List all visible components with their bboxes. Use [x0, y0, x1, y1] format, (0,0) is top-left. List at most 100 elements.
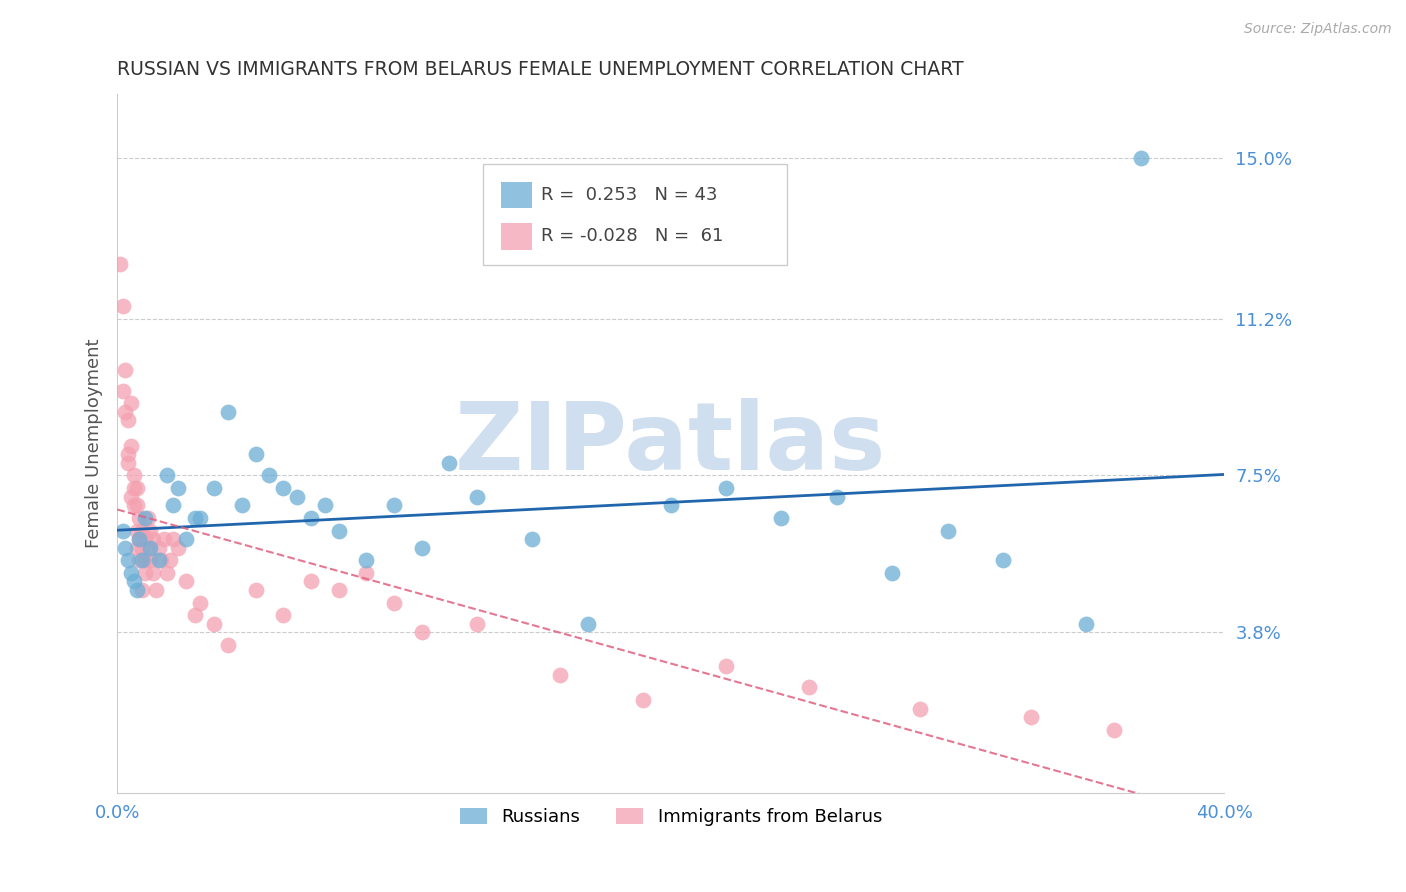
Point [125, 481, 148, 495]
Point [156, 566, 179, 580]
Point [131, 541, 153, 555]
Point [117, 456, 139, 470]
Point [991, 553, 1014, 567]
Bar [502, 182, 533, 208]
Point [162, 498, 184, 512]
Text: R = -0.028   N =  61: R = -0.028 N = 61 [541, 227, 724, 245]
Point [1019, 710, 1042, 724]
Point [576, 616, 599, 631]
Point [217, 638, 239, 652]
Point [382, 596, 405, 610]
Point [167, 541, 190, 555]
Point [411, 625, 433, 640]
Point [356, 566, 378, 580]
Point [285, 490, 308, 504]
Legend: Russians, Immigrants from Belarus: Russians, Immigrants from Belarus [453, 800, 889, 833]
Point [314, 498, 336, 512]
Point [202, 616, 225, 631]
Point [356, 553, 378, 567]
Point [631, 693, 654, 707]
Point [439, 456, 461, 470]
Point [465, 616, 488, 631]
Point [936, 524, 959, 538]
Point [111, 384, 134, 398]
FancyBboxPatch shape [482, 164, 787, 266]
Point [1074, 616, 1097, 631]
Point [134, 566, 156, 580]
Point [120, 490, 142, 504]
Point [714, 481, 737, 495]
Point [159, 553, 181, 567]
Point [120, 396, 142, 410]
Point [548, 667, 571, 681]
Point [162, 532, 184, 546]
Point [125, 582, 148, 597]
Point [125, 541, 148, 555]
Point [142, 566, 165, 580]
Point [128, 532, 150, 546]
Point [299, 511, 322, 525]
Point [148, 541, 170, 555]
Point [770, 511, 793, 525]
Point [122, 574, 145, 589]
Y-axis label: Female Unemployment: Female Unemployment [86, 339, 103, 549]
Point [1130, 151, 1153, 165]
Bar [502, 223, 533, 250]
Point [128, 553, 150, 567]
Point [139, 541, 162, 555]
Point [714, 659, 737, 673]
Point [202, 481, 225, 495]
Point [328, 524, 350, 538]
Point [139, 553, 162, 567]
Point [411, 541, 433, 555]
Point [114, 405, 136, 419]
Point [659, 498, 682, 512]
Point [122, 498, 145, 512]
Point [108, 256, 131, 270]
Point [156, 468, 179, 483]
Point [120, 566, 142, 580]
Point [176, 574, 198, 589]
Point [271, 608, 294, 623]
Point [188, 596, 211, 610]
Point [136, 511, 159, 525]
Text: RUSSIAN VS IMMIGRANTS FROM BELARUS FEMALE UNEMPLOYMENT CORRELATION CHART: RUSSIAN VS IMMIGRANTS FROM BELARUS FEMAL… [117, 60, 965, 78]
Point [299, 574, 322, 589]
Text: ZIPatlas: ZIPatlas [456, 398, 886, 490]
Point [117, 447, 139, 461]
Point [150, 553, 173, 567]
Point [522, 532, 544, 546]
Point [465, 490, 488, 504]
Point [245, 582, 267, 597]
Point [128, 532, 150, 546]
Point [176, 532, 198, 546]
Point [882, 566, 904, 580]
Text: Source: ZipAtlas.com: Source: ZipAtlas.com [1244, 22, 1392, 37]
Point [142, 532, 165, 546]
Point [188, 511, 211, 525]
Point [1102, 723, 1125, 737]
Point [134, 532, 156, 546]
Point [111, 524, 134, 538]
Point [153, 532, 176, 546]
Point [134, 553, 156, 567]
Point [125, 498, 148, 512]
Point [131, 582, 153, 597]
Point [382, 498, 405, 512]
Point [259, 468, 281, 483]
Point [111, 299, 134, 313]
Point [183, 608, 205, 623]
Point [128, 511, 150, 525]
Point [183, 511, 205, 525]
Point [167, 481, 190, 495]
Point [131, 553, 153, 567]
Point [148, 553, 170, 567]
Point [271, 481, 294, 495]
Text: R =  0.253   N = 43: R = 0.253 N = 43 [541, 186, 717, 204]
Point [117, 413, 139, 427]
Point [114, 362, 136, 376]
Point [908, 701, 931, 715]
Point [139, 524, 162, 538]
Point [231, 498, 253, 512]
Point [136, 541, 159, 555]
